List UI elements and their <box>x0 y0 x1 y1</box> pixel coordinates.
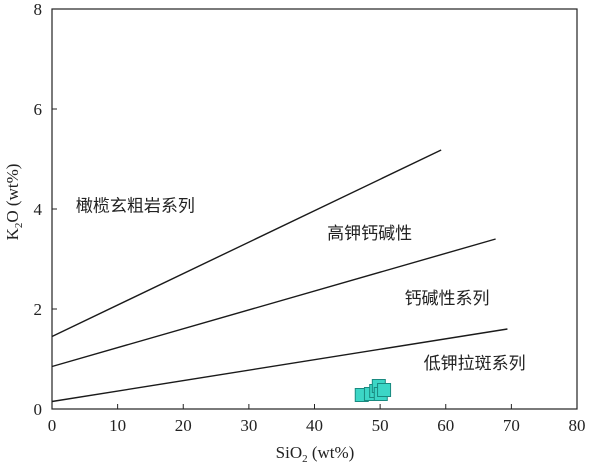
x-axis-title: SiO2 (wt%) <box>276 443 355 463</box>
region-label: 低钾拉斑系列 <box>424 354 526 374</box>
y-axis-title: K2O (wt%) <box>3 164 25 241</box>
boundary-line <box>51 238 496 368</box>
boundary-line <box>51 328 508 403</box>
region-label: 高钾钙碱性 <box>327 224 412 244</box>
y-tick-label: 4 <box>34 200 43 219</box>
x-tick-label: 10 <box>109 416 126 435</box>
y-tick-label: 8 <box>34 0 43 19</box>
region-label: 橄榄玄粗岩系列 <box>76 197 195 217</box>
x-tick-label: 0 <box>48 416 57 435</box>
y-tick-label: 2 <box>34 300 43 319</box>
data-points <box>354 379 392 402</box>
axis-ticks: 0 10 20 30 40 50 60 70 80 0 2 4 6 8 <box>34 0 586 435</box>
boundary-lines <box>51 149 508 403</box>
data-point <box>377 383 392 397</box>
region-label: 钙碱性系列 <box>405 289 490 309</box>
x-tick-label: 20 <box>175 416 192 435</box>
x-tick-label: 30 <box>240 416 257 435</box>
x-tick-label: 40 <box>306 416 323 435</box>
x-tick-label: 60 <box>437 416 454 435</box>
y-tick-label: 0 <box>34 400 43 419</box>
y-tick-label: 6 <box>34 100 43 119</box>
x-tick-label: 50 <box>372 416 389 435</box>
x-tick-label: 70 <box>503 416 520 435</box>
boundary-line <box>51 149 442 338</box>
x-tick-label: 80 <box>569 416 586 435</box>
